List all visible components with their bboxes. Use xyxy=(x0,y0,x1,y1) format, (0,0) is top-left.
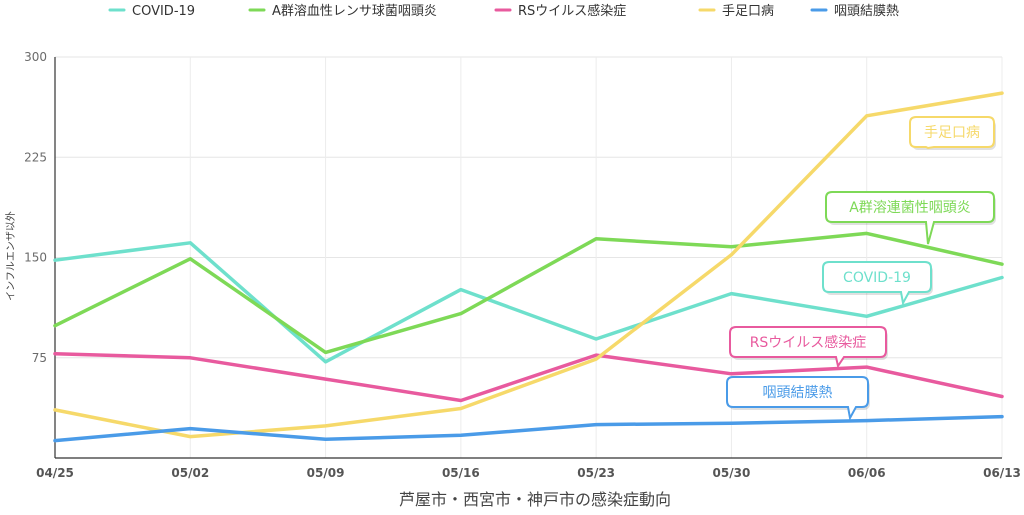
callout-label: RSウイルス感染症 xyxy=(750,334,867,351)
callout-label: A群溶連菌性咽頭炎 xyxy=(849,200,971,216)
y-tick-label: 150 xyxy=(24,251,47,265)
callout: 咽頭結膜熱 xyxy=(726,376,870,421)
callout: A群溶連菌性咽頭炎 xyxy=(825,191,996,245)
legend-item-label: COVID-19 xyxy=(132,4,195,19)
x-tick-label: 05/02 xyxy=(171,466,209,480)
y-tick-label: 300 xyxy=(24,50,47,64)
y-axis-label: インフルエンザ以外 xyxy=(5,211,17,301)
legend-item-label: 咽頭結膜熱 xyxy=(834,4,899,19)
callout-box xyxy=(729,326,887,369)
callout-box xyxy=(825,191,995,245)
x-tick-label: 05/16 xyxy=(442,466,480,480)
legend-item-label: 手足口病 xyxy=(722,4,774,19)
callout: 手足口病 xyxy=(909,116,996,150)
series-line-4 xyxy=(53,414,1004,443)
series-line-2 xyxy=(53,351,1004,403)
chart-title: 芦屋市・西宮市・神戸市の感染症動向 xyxy=(399,490,671,509)
series-group xyxy=(53,91,1004,443)
callout-box xyxy=(909,116,995,150)
series-line-0 xyxy=(53,241,1004,364)
series-line-3 xyxy=(53,91,1004,439)
callout-label: 咽頭結膜熱 xyxy=(763,385,833,401)
callout-label: 手足口病 xyxy=(924,125,980,141)
x-tick-label: 06/06 xyxy=(848,466,886,480)
legend-item-label: RSウイルス感染症 xyxy=(518,3,626,19)
x-tick-label: 06/13 xyxy=(983,466,1021,480)
callout-box xyxy=(726,376,869,421)
y-tick-label: 75 xyxy=(32,351,47,365)
x-tick-label: 05/30 xyxy=(713,466,751,480)
callout-label: COVID-19 xyxy=(843,270,911,286)
axes: 75 150 225 300 04/25 05/02 05/09 05/16 05/23 05/3… xyxy=(24,50,1021,480)
legend: COVID-19 A群溶血性レンサ球菌咽頭炎 RSウイルス感染症 手足口病 咽頭結膜熱 xyxy=(108,3,899,19)
callout: COVID-19 xyxy=(822,261,933,306)
series-line-1 xyxy=(53,231,1004,355)
legend-item-label: A群溶血性レンサ球菌咽頭炎 xyxy=(272,4,437,19)
callout-box xyxy=(822,261,932,306)
y-tick-label: 225 xyxy=(24,150,47,164)
x-tick-label: 04/25 xyxy=(36,466,74,480)
callout: RSウイルス感染症 xyxy=(729,326,888,369)
x-tick-label: 05/23 xyxy=(577,466,615,480)
x-tick-label: 05/09 xyxy=(307,466,345,480)
